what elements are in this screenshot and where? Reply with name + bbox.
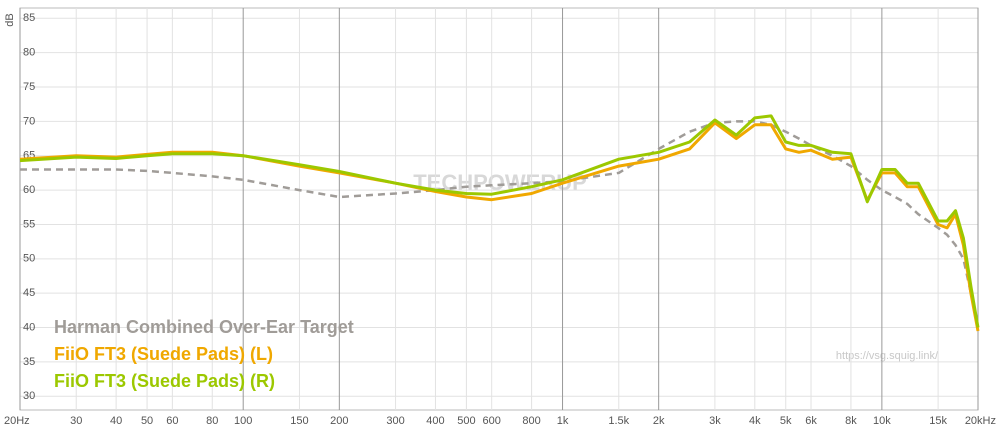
series-line [20,120,980,328]
x-tick-label: 15k [929,415,947,427]
y-tick-label: 45 [23,287,35,299]
x-tick-label: 100 [234,415,252,427]
legend-entry: Harman Combined Over-Ear Target [54,317,354,337]
x-tick-label: 200 [330,415,348,427]
legend-entry: FiiO FT3 (Suede Pads) (L) [54,344,273,364]
x-tick-label: 30 [70,415,82,427]
x-tick-label: 800 [522,415,540,427]
y-tick-label: 70 [23,115,35,127]
x-tick-label: 60 [166,415,178,427]
y-tick-label: 75 [23,81,35,93]
y-tick-label: 55 [23,218,35,230]
x-tick-label: 6k [805,415,817,427]
x-tick-label: 5k [780,415,792,427]
x-tick-label: 300 [386,415,404,427]
x-tick-label: 50 [141,415,153,427]
x-tick-label: 20Hz [4,415,30,427]
legend-entry: FiiO FT3 (Suede Pads) (R) [54,371,275,391]
x-tick-label: 8k [845,415,857,427]
y-tick-label: 60 [23,184,35,196]
y-tick-label: 30 [23,390,35,402]
x-tick-label: 4k [749,415,761,427]
x-tick-label: 500 [457,415,475,427]
y-tick-label: 35 [23,356,35,368]
x-tick-label: 40 [110,415,122,427]
x-tick-label: 20kHz [965,415,996,427]
x-tick-label: 1.5k [608,415,629,427]
y-tick-label: 85 [23,12,35,24]
x-tick-label: 400 [426,415,444,427]
y-tick-label: 80 [23,47,35,59]
x-tick-label: 80 [206,415,218,427]
x-tick-label: 1k [557,415,569,427]
x-tick-label: 3k [709,415,721,427]
y-axis-label: dB [4,13,16,26]
source-url: https://vsg.squig.link/ [836,350,939,362]
y-tick-label: 40 [23,321,35,333]
series-line [19,114,980,328]
y-tick-label: 50 [23,253,35,265]
x-tick-label: 600 [483,415,501,427]
x-tick-label: 150 [290,415,308,427]
x-tick-label: 2k [653,415,665,427]
x-tick-label: 10k [873,415,891,427]
